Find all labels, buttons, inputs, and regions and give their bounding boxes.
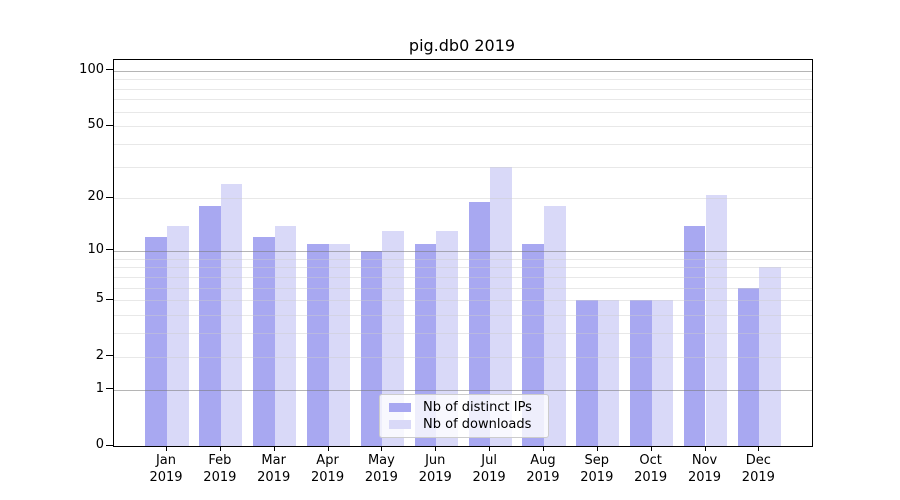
bar-distinct-ips-jul xyxy=(468,202,491,446)
bar-distinct-ips-dec xyxy=(737,287,760,446)
x-tick-label-jan: Jan 2019 xyxy=(149,453,183,485)
legend-swatch-distinct-ips xyxy=(389,403,411,412)
x-tick-label-aug: Aug 2019 xyxy=(526,453,560,485)
bar-downloads-jul xyxy=(490,166,512,446)
y-tick-label-2: 2 xyxy=(95,347,104,363)
y-tick-label-0: 0 xyxy=(95,437,104,452)
x-tick-label-jun: Jun 2019 xyxy=(418,453,452,485)
bar-downloads-mar xyxy=(274,225,297,446)
y-tick-5 xyxy=(106,298,113,300)
y-tick-label-1: 1 xyxy=(95,380,104,396)
y-tick-label-50: 50 xyxy=(87,117,104,133)
y-tick-2 xyxy=(106,355,113,357)
bar-distinct-ips-oct xyxy=(630,300,652,446)
x-tick-jul xyxy=(489,446,491,451)
y-tick-100 xyxy=(106,69,113,71)
y-tick-label-10: 10 xyxy=(87,241,104,257)
bar-downloads-nov xyxy=(705,194,728,446)
bar-downloads-oct xyxy=(651,300,674,446)
x-tick-label-sep: Sep 2019 xyxy=(580,453,614,485)
x-tick-label-nov: Nov 2019 xyxy=(687,453,722,485)
y-tick-50 xyxy=(106,124,113,126)
x-tick-label-may: May 2019 xyxy=(364,453,398,485)
bar-downloads-dec xyxy=(759,267,781,446)
bar-distinct-ips-mar xyxy=(253,237,275,446)
y-tick-20 xyxy=(106,196,113,198)
bar-downloads-apr xyxy=(328,243,351,446)
bar-distinct-ips-nov xyxy=(683,225,706,446)
x-tick-jan xyxy=(166,446,167,451)
legend-item-distinct-ips: Nb of distinct IPs xyxy=(389,400,539,416)
x-tick-dec xyxy=(758,446,760,451)
bar-downloads-jun xyxy=(436,231,458,446)
bar-downloads-aug xyxy=(543,206,566,446)
y-tick-0 xyxy=(106,444,113,446)
y-tick-10 xyxy=(106,249,113,251)
x-tick-label-feb: Feb 2019 xyxy=(203,453,237,485)
x-tick-jun xyxy=(435,446,437,451)
plot-area: Nb of distinct IPs Nb of downloads xyxy=(113,59,813,447)
bar-distinct-ips-sep xyxy=(576,300,598,446)
x-tick-label-mar: Mar 2019 xyxy=(257,453,291,485)
y-tick-label-100: 100 xyxy=(79,61,104,77)
legend: Nb of distinct IPs Nb of downloads xyxy=(379,394,549,438)
bar-downloads-sep xyxy=(597,300,620,446)
bar-downloads-feb xyxy=(220,184,243,446)
legend-label-downloads: Nb of downloads xyxy=(423,416,532,432)
bar-distinct-ips-jan xyxy=(145,237,167,446)
x-tick-feb xyxy=(219,446,221,451)
x-tick-label-oct: Oct 2019 xyxy=(634,453,668,485)
legend-item-downloads: Nb of downloads xyxy=(389,417,539,433)
y-tick-label-20: 20 xyxy=(87,189,104,205)
x-tick-label-apr: Apr 2019 xyxy=(311,453,345,485)
x-tick-aug xyxy=(542,446,544,451)
chart-title: pig.db0 2019 xyxy=(408,36,516,55)
x-tick-nov xyxy=(704,446,706,451)
x-tick-may xyxy=(381,446,383,451)
bar-distinct-ips-may xyxy=(360,250,383,446)
x-tick-label-jul: Jul 2019 xyxy=(472,453,506,485)
x-tick-mar xyxy=(273,446,275,451)
x-tick-oct xyxy=(650,446,652,451)
x-tick-label-dec: Dec 2019 xyxy=(741,453,775,485)
bar-downloads-jan xyxy=(167,225,189,446)
x-tick-sep xyxy=(596,446,598,451)
y-tick-label-5: 5 xyxy=(95,291,104,307)
bar-distinct-ips-feb xyxy=(199,206,221,446)
legend-swatch-downloads xyxy=(389,420,411,429)
legend-label-distinct-ips: Nb of distinct IPs xyxy=(423,399,532,415)
bar-distinct-ips-apr xyxy=(306,243,329,446)
y-tick-1 xyxy=(106,388,113,390)
x-tick-apr xyxy=(327,446,329,451)
bar-downloads-may xyxy=(382,231,404,446)
bars-layer xyxy=(114,60,812,446)
